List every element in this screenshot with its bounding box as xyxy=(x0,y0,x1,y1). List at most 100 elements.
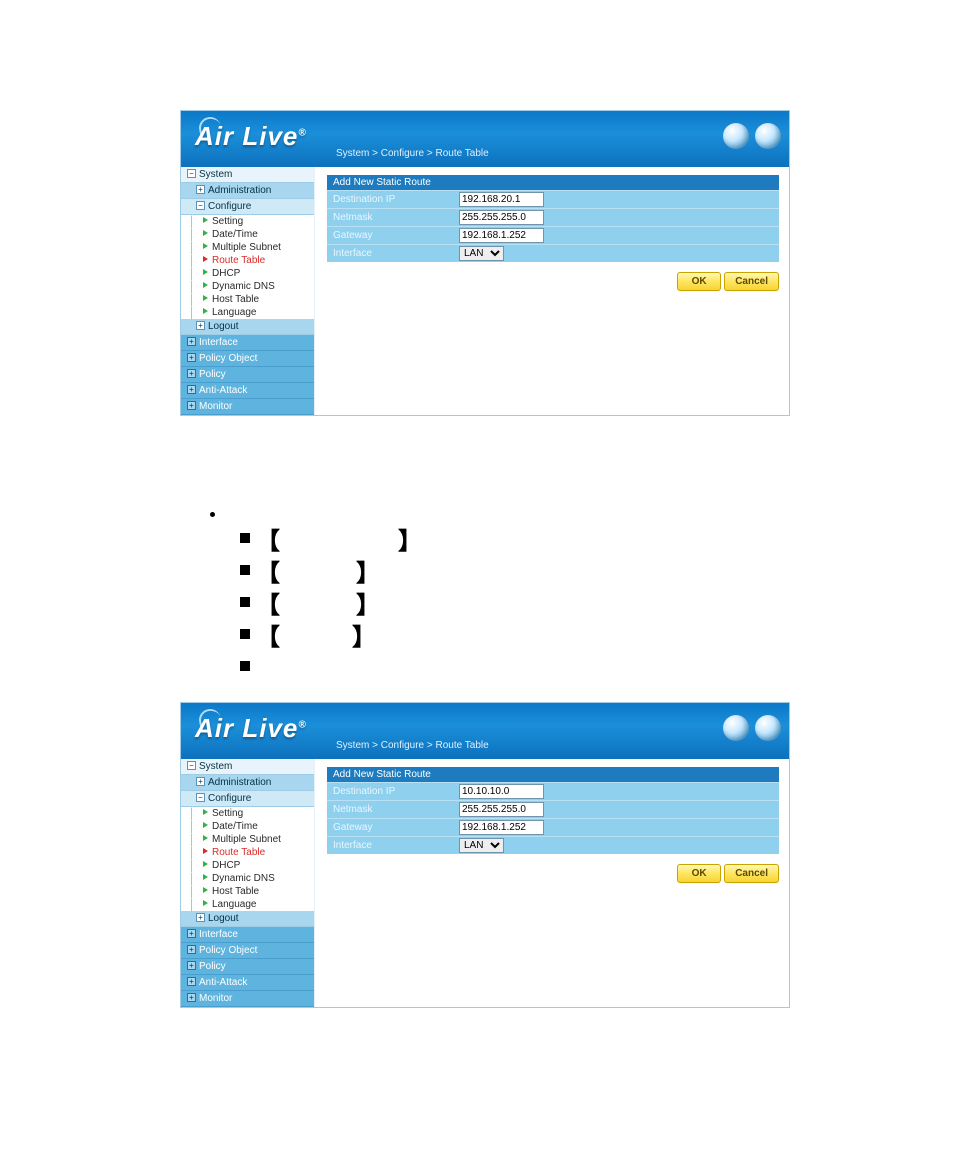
nav-sub-configure[interactable]: −Configure xyxy=(181,791,314,807)
plus-icon: + xyxy=(187,369,196,378)
form-control-wrap xyxy=(459,801,779,818)
nav-label: Logout xyxy=(208,321,239,332)
cancel-button[interactable]: Cancel xyxy=(724,272,779,291)
nav-leaf-setting[interactable]: Setting xyxy=(181,807,314,820)
right-bracket-icon: 】 xyxy=(398,521,422,556)
nav-item-label: Interface xyxy=(199,929,238,940)
nav-leaf-setting[interactable]: Setting xyxy=(181,215,314,228)
header-globes xyxy=(723,123,781,149)
nav-item-interface[interactable]: +Interface xyxy=(181,335,314,351)
nav-sub-configure[interactable]: −Configure xyxy=(181,199,314,215)
app-header: Air Live®System > Configure > Route Tabl… xyxy=(181,111,789,167)
nav-leaf-label: Host Table xyxy=(212,294,259,305)
form-row-destination-ip: Destination IP xyxy=(327,190,779,208)
nav-leaf-language[interactable]: Language xyxy=(181,306,314,319)
netmask-input[interactable] xyxy=(459,802,544,817)
nav-leaf-host-table[interactable]: Host Table xyxy=(181,293,314,306)
nav-leaf-multiple-subnet[interactable]: Multiple Subnet xyxy=(181,241,314,254)
arrow-right-icon xyxy=(203,217,208,223)
arrow-right-icon xyxy=(203,874,208,880)
plus-icon: + xyxy=(196,913,205,922)
panel-title: Add New Static Route xyxy=(327,767,779,782)
nav-leaf-label: Dynamic DNS xyxy=(212,281,275,292)
nav-item-monitor[interactable]: +Monitor xyxy=(181,991,314,1007)
nav-item-policy[interactable]: +Policy xyxy=(181,367,314,383)
arrow-right-icon xyxy=(203,282,208,288)
form-row-gateway: Gateway xyxy=(327,226,779,244)
nav-leaf-label: Date/Time xyxy=(212,821,258,832)
nav-leaf-label: Multiple Subnet xyxy=(212,242,281,253)
nav-leaf-date-time[interactable]: Date/Time xyxy=(181,228,314,241)
form-label: Gateway xyxy=(327,228,459,243)
ok-button[interactable]: OK xyxy=(677,864,721,883)
nav-sub-logout[interactable]: +Logout xyxy=(181,319,314,335)
arrow-right-icon xyxy=(203,848,208,854)
left-bracket-icon: 【 xyxy=(256,553,280,588)
nav-leaf-dhcp[interactable]: DHCP xyxy=(181,267,314,280)
netmask-input[interactable] xyxy=(459,210,544,225)
nav-item-label: Monitor xyxy=(199,401,232,412)
plus-icon: + xyxy=(187,401,196,410)
nav-leaf-host-table[interactable]: Host Table xyxy=(181,885,314,898)
nav-item-policy[interactable]: +Policy xyxy=(181,959,314,975)
arrow-right-icon xyxy=(203,809,208,815)
nav-sub-logout[interactable]: +Logout xyxy=(181,911,314,927)
nav-item-anti-attack[interactable]: +Anti-Attack xyxy=(181,383,314,399)
nav-leaf-multiple-subnet[interactable]: Multiple Subnet xyxy=(181,833,314,846)
form-control-wrap xyxy=(459,191,779,208)
sidebar: −System+Administration−ConfigureSetting D… xyxy=(181,167,315,415)
right-bracket-icon: 】 xyxy=(356,585,380,620)
minus-icon: − xyxy=(196,793,205,802)
nav-sub-administration[interactable]: +Administration xyxy=(181,775,314,791)
content-area: Add New Static RouteDestination IPNetmas… xyxy=(315,167,789,415)
gateway-input[interactable] xyxy=(459,228,544,243)
nav-group-system[interactable]: −System xyxy=(181,167,314,183)
arrow-right-icon xyxy=(203,295,208,301)
arrow-right-icon xyxy=(203,230,208,236)
logo-label: Air Live xyxy=(195,713,298,743)
interface-select[interactable]: LANWANDMZ xyxy=(459,246,504,261)
nav-item-monitor[interactable]: +Monitor xyxy=(181,399,314,415)
nav-item-interface[interactable]: +Interface xyxy=(181,927,314,943)
left-bracket-icon: 【 xyxy=(256,617,280,652)
form-label: Interface xyxy=(327,838,459,853)
nav-item-policy-object[interactable]: +Policy Object xyxy=(181,351,314,367)
arrow-right-icon xyxy=(203,887,208,893)
destination-ip-input[interactable] xyxy=(459,784,544,799)
nav-sub-administration[interactable]: +Administration xyxy=(181,183,314,199)
gateway-input[interactable] xyxy=(459,820,544,835)
nav-leaf-route-table[interactable]: Route Table xyxy=(181,254,314,267)
bullet-row: 【】 xyxy=(210,522,954,554)
arrow-right-icon xyxy=(203,256,208,262)
plus-icon: + xyxy=(187,945,196,954)
nav-label: System xyxy=(199,761,232,772)
nav-item-anti-attack[interactable]: +Anti-Attack xyxy=(181,975,314,991)
nav-leaf-language[interactable]: Language xyxy=(181,898,314,911)
destination-ip-input[interactable] xyxy=(459,192,544,207)
nav-leaf-route-table[interactable]: Route Table xyxy=(181,846,314,859)
form-label: Destination IP xyxy=(327,784,459,799)
nav-item-policy-object[interactable]: +Policy Object xyxy=(181,943,314,959)
cancel-button[interactable]: Cancel xyxy=(724,864,779,883)
dot-icon xyxy=(210,512,215,517)
nav-item-label: Monitor xyxy=(199,993,232,1004)
nav-leaf-date-time[interactable]: Date/Time xyxy=(181,820,314,833)
square-bullet-icon xyxy=(240,565,250,575)
bullet-row xyxy=(210,650,954,682)
panel-title: Add New Static Route xyxy=(327,175,779,190)
square-bullet-icon xyxy=(240,661,250,671)
nav-leaf-dhcp[interactable]: DHCP xyxy=(181,859,314,872)
nav-leaf-dynamic-dns[interactable]: Dynamic DNS xyxy=(181,872,314,885)
button-bar: OK Cancel xyxy=(327,854,779,883)
form-control-wrap xyxy=(459,819,779,836)
interface-select[interactable]: LANWANDMZ xyxy=(459,838,504,853)
nav-leaf-label: Setting xyxy=(212,216,243,227)
nav-leaf-label: DHCP xyxy=(212,268,240,279)
nav-leaf-label: Host Table xyxy=(212,886,259,897)
nav-leaf-label: Language xyxy=(212,307,257,318)
nav-leaf-dynamic-dns[interactable]: Dynamic DNS xyxy=(181,280,314,293)
nav-leaf-label: Date/Time xyxy=(212,229,258,240)
ok-button[interactable]: OK xyxy=(677,272,721,291)
nav-leaf-label: DHCP xyxy=(212,860,240,871)
nav-group-system[interactable]: −System xyxy=(181,759,314,775)
